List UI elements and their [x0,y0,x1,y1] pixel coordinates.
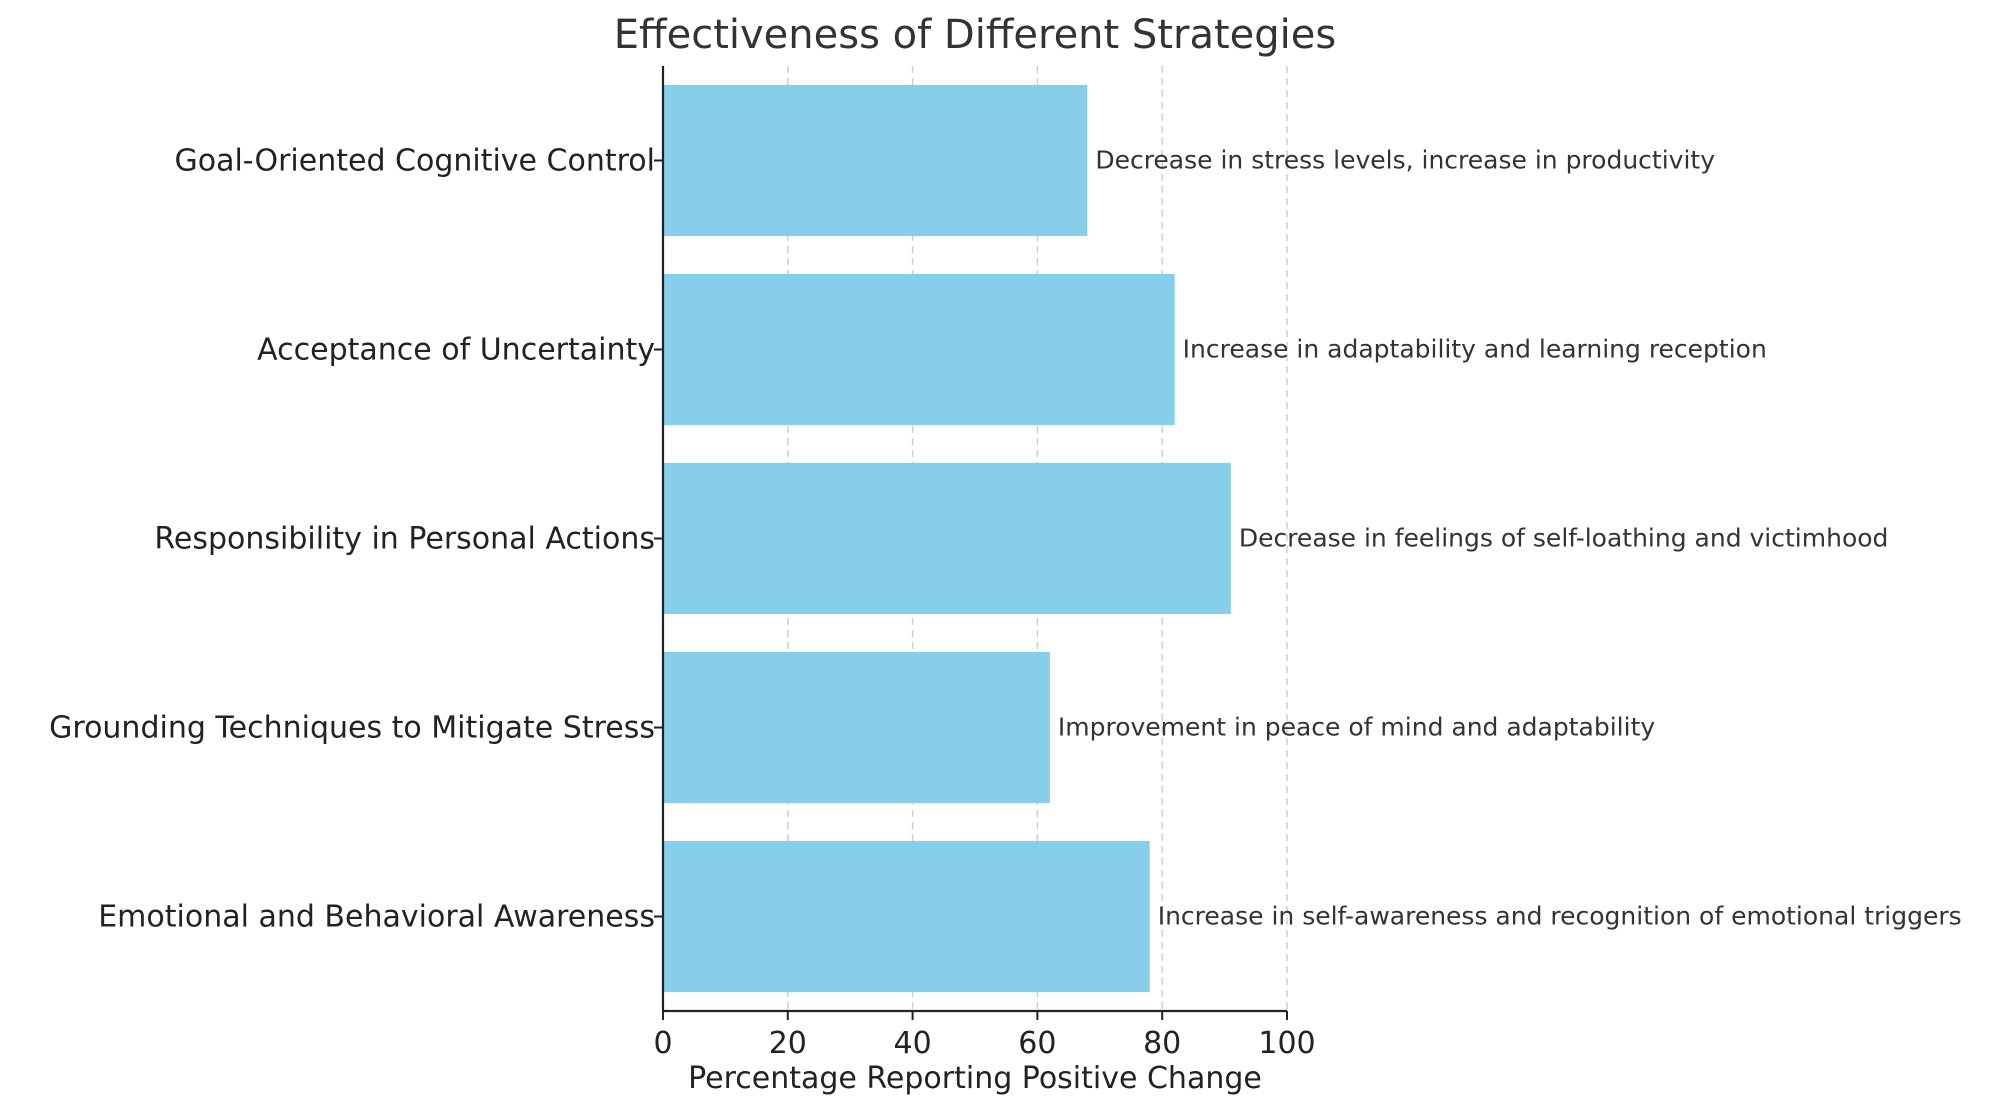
y-category-label-1: Grounding Techniques to Mitigate Stress [49,711,655,746]
bar-annotation-2: Decrease in feelings of self-loathing an… [1239,524,1889,553]
bar-1 [663,651,1050,804]
x-tick-label-3: 60 [1018,1026,1056,1061]
y-category-label-2: Responsibility in Personal Actions [154,522,655,557]
x-tick-label-4: 80 [1143,1026,1181,1061]
bar-annotation-0: Increase in self-awareness and recogniti… [1158,902,1962,931]
x-tick-label-0: 0 [653,1026,672,1061]
x-axis-ticks: 0 20 40 60 80 100 [653,1011,1316,1061]
y-category-label-3: Acceptance of Uncertainty [257,333,655,368]
x-tick-label-2: 40 [894,1026,932,1061]
bar-annotation-4: Decrease in stress levels, increase in p… [1095,146,1715,175]
y-category-label-0: Emotional and Behavioral Awareness [98,900,655,935]
bar-2 [663,462,1231,615]
y-category-label-4: Goal-Oriented Cognitive Control [174,144,655,179]
chart-title: Effectiveness of Different Strategies [614,12,1336,58]
bar-3 [663,273,1175,426]
bars [663,84,1231,993]
bar-0 [663,840,1150,993]
x-tick-label-1: 20 [769,1026,807,1061]
x-tick-label-5: 100 [1258,1026,1315,1061]
bar-annotation-1: Improvement in peace of mind and adaptab… [1058,713,1655,742]
bar-annotations: Increase in self-awareness and recogniti… [1058,146,1962,931]
y-axis-categories: Emotional and Behavioral Awareness Ground… [49,144,663,935]
bar-4 [663,84,1088,237]
bar-annotation-3: Increase in adaptability and learning re… [1183,335,1767,364]
x-axis-label: Percentage Reporting Positive Change [688,1061,1262,1096]
